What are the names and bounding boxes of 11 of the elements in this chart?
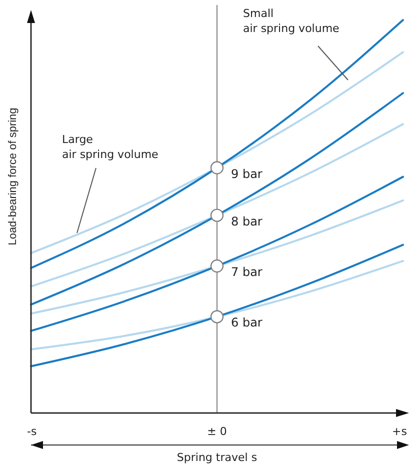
series-label: 7 bar: [231, 265, 262, 280]
x-tick-label: -s: [27, 425, 37, 438]
series-label: 6 bar: [231, 316, 262, 330]
x-tick-label: ± 0: [207, 425, 227, 438]
annotation: Small air spring volume: [243, 7, 340, 35]
annotation: Large air spring volume: [62, 133, 159, 161]
x-tick-label: +s: [392, 425, 408, 438]
y-axis-title: Load-bearing force of spring: [7, 108, 19, 246]
series-label: 9 bar: [231, 166, 262, 181]
series-label: 8 bar: [231, 214, 262, 228]
x-axis-title: Spring travel s: [176, 451, 258, 464]
